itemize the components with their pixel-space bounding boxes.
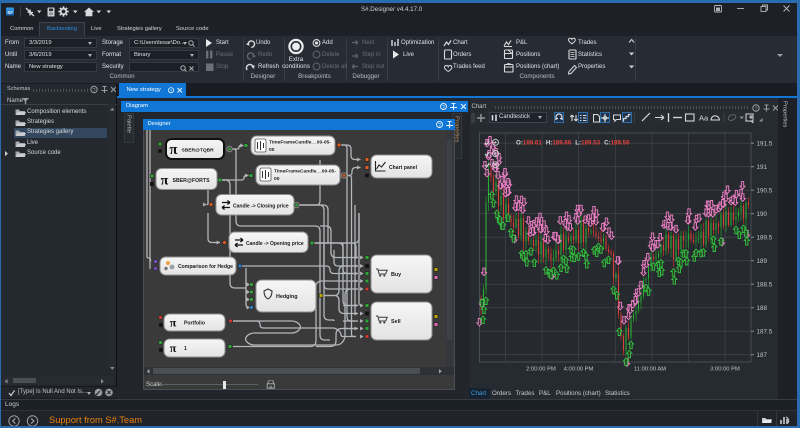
- svg-text:?: ?: [438, 123, 441, 129]
- svg-text:189.5: 189.5: [757, 235, 773, 242]
- svg-text:3:00:00 PM: 3:00:00 PM: [710, 367, 740, 373]
- svg-text:188: 188: [757, 305, 768, 312]
- svg-text:1: 1: [184, 346, 187, 352]
- svg-text:190: 190: [757, 211, 768, 218]
- svg-text:00: 00: [274, 176, 280, 182]
- svg-text:S#: S#: [7, 10, 13, 15]
- svg-text:191: 191: [757, 164, 768, 171]
- svg-text:191.5: 191.5: [757, 141, 773, 148]
- svg-text:Sell: Sell: [391, 319, 401, 325]
- svg-text:?: ?: [754, 106, 757, 112]
- svg-text:Hedging: Hedging: [276, 294, 298, 300]
- svg-text:SBER@FORTS: SBER@FORTS: [173, 178, 211, 184]
- svg-text:?: ?: [442, 105, 445, 111]
- svg-text:Portfolio: Portfolio: [184, 321, 205, 327]
- svg-text:π: π: [161, 174, 169, 189]
- svg-text:4:00:00 PM: 4:00:00 PM: [564, 367, 594, 373]
- svg-text:SBER@TQBR: SBER@TQBR: [182, 148, 215, 154]
- svg-text:Candle -> Opening price: Candle -> Opening price: [246, 241, 304, 247]
- svg-text:π: π: [170, 142, 178, 158]
- svg-text:187.5: 187.5: [757, 329, 773, 336]
- svg-text:O:189.61H:189.66L:189.53C:189.: O:189.61 H:189.66 L:189.53 C:189.56: [516, 140, 630, 147]
- svg-text:TimeFrameCandle__00-05-: TimeFrameCandle__00-05-: [274, 169, 336, 175]
- svg-text:TimeFrameCandle__00-05-: TimeFrameCandle__00-05-: [269, 140, 331, 146]
- svg-text:Buy: Buy: [391, 272, 401, 278]
- svg-text:187: 187: [757, 352, 768, 359]
- svg-text:11:00:00 AM: 11:00:00 AM: [634, 367, 666, 373]
- svg-text:Chart panel: Chart panel: [389, 165, 418, 171]
- svg-text:188.5: 188.5: [757, 282, 773, 289]
- svg-text:Candle -> Closing price: Candle -> Closing price: [233, 204, 289, 210]
- svg-text:π: π: [170, 316, 177, 330]
- svg-text:2:00:00 PM: 2:00:00 PM: [526, 367, 556, 373]
- svg-text:Aa: Aa: [699, 114, 709, 123]
- svg-text:190.5: 190.5: [757, 188, 773, 195]
- svg-text:?: ?: [92, 88, 95, 94]
- svg-text:Comparison for Hedge: Comparison for Hedge: [178, 264, 233, 270]
- svg-text:00: 00: [269, 147, 275, 153]
- svg-text:?: ?: [170, 88, 173, 93]
- svg-text:π: π: [170, 341, 177, 355]
- svg-text:189: 189: [757, 258, 768, 265]
